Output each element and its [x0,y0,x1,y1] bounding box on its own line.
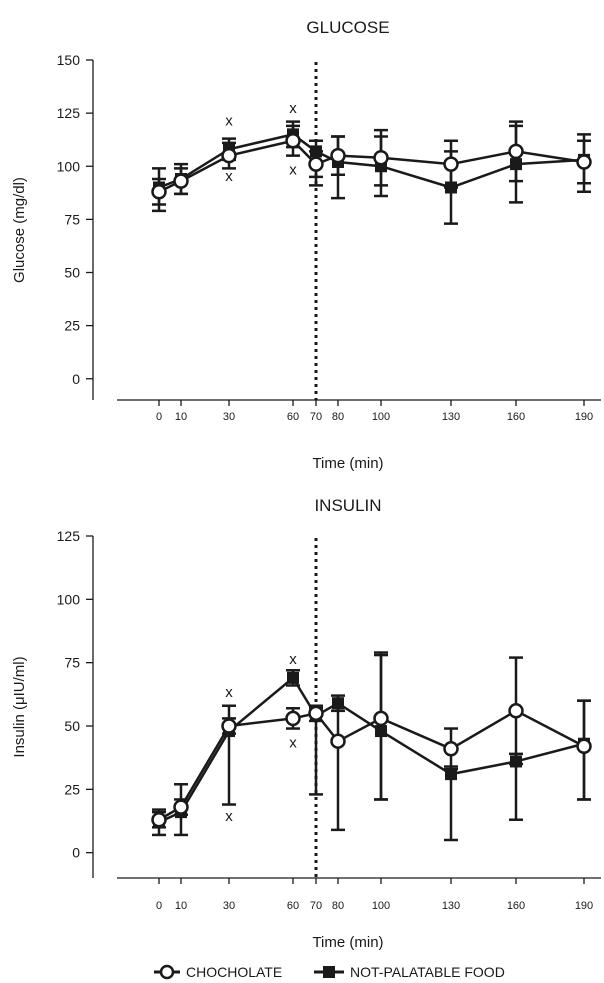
y-tick-label: 125 [57,528,81,544]
insulin-panel: INSULIN 0 25 50 75 100 125 Insulin (μIU/ml) 0 10 3… [11,496,601,951]
data-point-chocolate [308,156,324,172]
y-tick-label: 75 [64,211,80,227]
chart-title: INSULIN [314,496,381,515]
significance-mark: x [289,162,297,179]
x-tick-label: 160 [507,411,525,423]
x-tick-label: 100 [372,900,390,912]
data-point-chocolate [443,741,459,757]
legend-chocolate-marker [159,964,175,980]
legend-chocolate-label: CHOCHOLATE [186,964,282,980]
y-tick-label: 50 [64,718,80,734]
y-tick-label: 100 [57,591,81,607]
data-point-not-palatable [510,158,522,171]
data-point-chocolate [443,156,459,172]
series-line [158,139,585,193]
x-tick-label: 10 [175,900,187,912]
data-point-chocolate [576,738,592,755]
significance-mark: x [225,168,233,185]
series-line [158,675,585,824]
data-point-chocolate [173,799,189,815]
x-axis-label: Time (min) [312,934,383,951]
y-axis-label: Glucose (mg/dl) [11,177,28,283]
x-tick-label: 70 [310,900,322,912]
x-tick-label: 60 [287,411,299,423]
significance-mark: x [225,684,233,701]
y-tick-label: 0 [72,371,80,387]
data-point-chocolate [508,703,524,719]
data-point-chocolate [173,173,189,189]
x-tick-label: 100 [372,411,390,423]
data-point-chocolate [308,705,324,722]
data-point-not-palatable [375,725,387,738]
data-point-chocolate [221,718,237,734]
series-not-palatable-food [152,653,591,842]
x-axis-label: Time (min) [312,455,383,472]
x-tick-label: 190 [575,411,593,423]
series-chocolate [152,651,591,832]
data-point-chocolate [373,150,389,166]
y-axis-label: Insulin (μIU/ml) [11,656,28,757]
y-tick-label: 25 [64,781,80,797]
chart-title: GLUCOSE [306,18,389,37]
x-tick-label: 160 [507,900,525,912]
significance-mark: x [289,100,297,117]
x-tick-label: 130 [442,411,460,423]
significance-mark: x [289,651,297,668]
x-tick-label: 130 [442,900,460,912]
data-point-chocolate [151,184,167,200]
x-tick-label: 80 [332,900,344,912]
data-point-chocolate [508,143,524,160]
x-tick-label: 60 [287,900,299,912]
x-tick-label: 30 [223,411,235,423]
data-point-chocolate [221,147,237,164]
significance-mark: x [225,113,233,130]
y-tick-label: 0 [72,845,80,861]
significance-mark: x [289,735,297,752]
data-point-chocolate [330,147,346,164]
data-point-chocolate [285,710,301,727]
data-point-chocolate [576,154,592,170]
data-point-not-palatable [445,181,457,194]
data-point-not-palatable [332,697,344,710]
y-tick-label: 50 [64,265,80,281]
y-tick-label: 100 [57,158,81,174]
x-tick-label: 70 [310,411,322,423]
series-line [158,709,585,821]
x-tick-label: 0 [156,411,162,423]
x-tick-label: 190 [575,900,593,912]
x-tick-label: 30 [223,900,235,912]
x-tick-label: 0 [156,900,162,912]
data-point-not-palatable [445,768,457,781]
data-point-chocolate [330,733,346,749]
series-line [158,133,585,189]
y-tick-label: 125 [57,105,81,121]
data-point-not-palatable [287,671,299,684]
glucose-panel: GLUCOSE 0 25 50 75 100 125 150 Glucose (mg/dl) 0 1… [11,18,601,472]
data-point-chocolate [373,710,389,727]
x-tick-label: 10 [175,411,187,423]
data-point-not-palatable [510,755,522,768]
legend: CHOCHOLATE NOT-PALATABLE FOOD [154,964,505,980]
series-not-palatable-food [152,120,591,225]
significance-mark: x [225,808,233,825]
data-point-not-palatable [310,145,322,158]
x-tick-label: 80 [332,411,344,423]
legend-notpalatable-marker [323,966,335,978]
data-point-chocolate [151,811,167,828]
legend-notpalatable-label: NOT-PALATABLE FOOD [350,964,505,980]
data-point-chocolate [285,133,301,149]
y-tick-label: 75 [64,655,80,671]
y-tick-label: 25 [64,318,80,334]
y-tick-label: 150 [57,52,81,68]
